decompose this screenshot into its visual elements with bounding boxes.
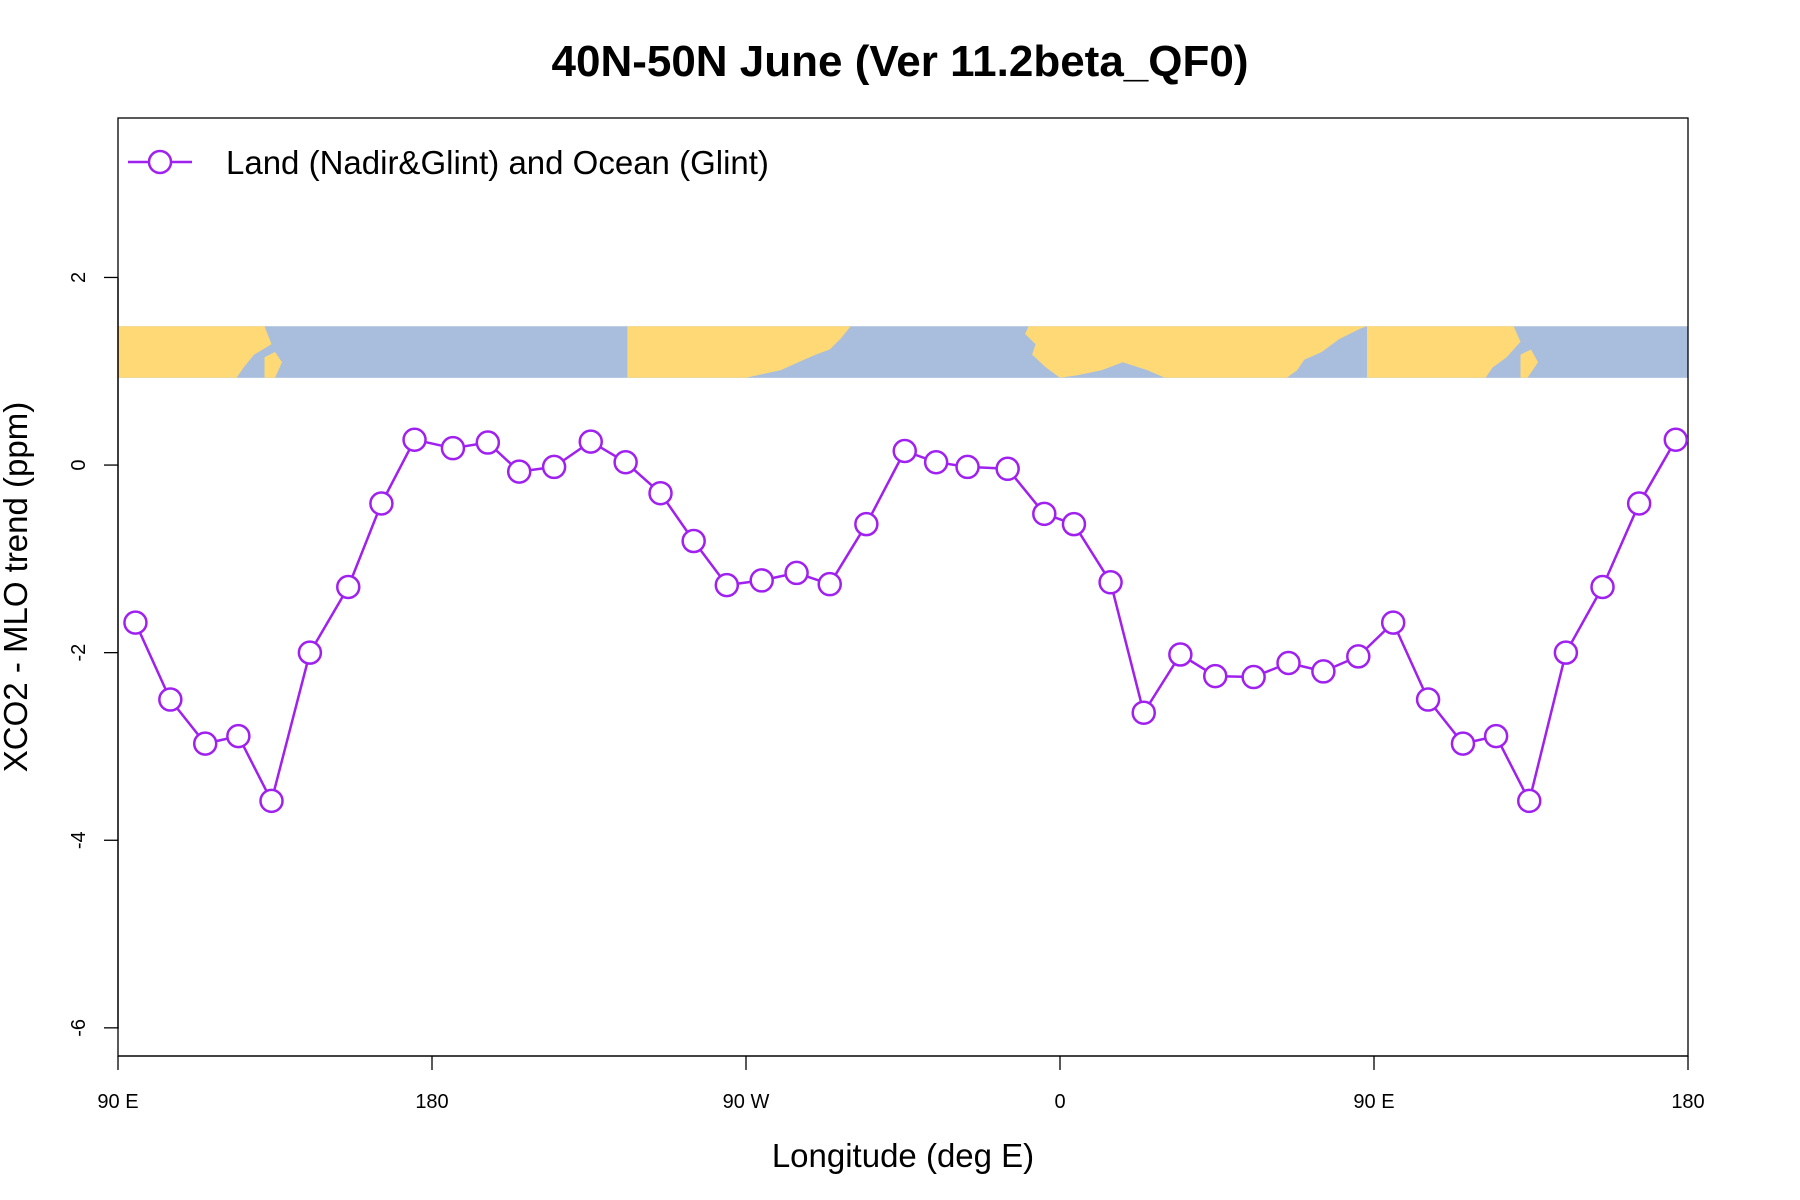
x-tick-label: 180 (1671, 1091, 1704, 1113)
y-tick-label: -6 (68, 1019, 90, 1037)
data-point (1483, 723, 1509, 749)
data-point (681, 528, 706, 554)
map-land-shape (1025, 326, 1367, 378)
legend: Land (Nadir&Glint) and Ocean (Glint) (128, 144, 769, 181)
chart-title: 40N-50N June (Ver 11.2beta_QF0) (552, 37, 1249, 86)
data-point (995, 456, 1020, 482)
map-band-land (118, 326, 1538, 378)
world-map-band (118, 326, 1688, 378)
map-land-shape (118, 326, 272, 378)
data-point (955, 454, 980, 480)
data-point (158, 687, 183, 712)
y-tick-label: -2 (68, 644, 90, 662)
x-tick-label: 90 E (97, 1091, 138, 1113)
legend-label: Land (Nadir&Glint) and Ocean (Glint) (226, 144, 769, 181)
map-land-shape (1367, 326, 1521, 378)
data-point (1380, 610, 1406, 635)
data-point (1663, 427, 1689, 452)
data-point (1590, 574, 1615, 600)
data-point (541, 454, 567, 480)
y-tick-label: -4 (68, 831, 90, 849)
data-point (297, 640, 323, 665)
data-point (892, 438, 917, 464)
data-point (1168, 642, 1193, 667)
data-point (259, 788, 284, 814)
x-axis: 90 E 180 90 W 0 90 E 180 (97, 1055, 1705, 1113)
data-point (402, 427, 427, 452)
data-point (226, 723, 251, 749)
data-point (613, 449, 638, 475)
data-point (506, 459, 532, 484)
data-point (1098, 570, 1123, 595)
data-point (714, 572, 740, 598)
data-point (817, 571, 842, 597)
y-tick-label: 2 (68, 272, 90, 283)
data-point (1553, 640, 1579, 665)
data-point (1276, 650, 1301, 676)
data-point (1346, 644, 1371, 669)
y-axis: 2 0 -2 -4 -6 (68, 272, 119, 1037)
y-axis-label: XCO2 - MLO trend (ppm) (0, 402, 34, 772)
data-point (369, 491, 394, 516)
series-layer (123, 427, 1689, 814)
legend-marker (147, 149, 173, 175)
data-point (1032, 501, 1057, 527)
data-point (1626, 491, 1652, 516)
data-point (1131, 700, 1156, 725)
data-point (1061, 511, 1087, 537)
data-point (1415, 687, 1441, 712)
data-point (923, 449, 949, 475)
map-land-shape (627, 326, 851, 378)
x-tick-label: 0 (1054, 1091, 1065, 1113)
map-land-shape (264, 352, 282, 378)
data-point (123, 610, 148, 635)
data-point (1203, 663, 1228, 689)
y-tick-label: 0 (68, 459, 90, 470)
data-point (784, 560, 809, 586)
series-line (134, 438, 1677, 803)
map-land-shape (1520, 349, 1538, 378)
data-point (192, 731, 218, 756)
data-point (1241, 664, 1266, 690)
data-point (475, 430, 501, 455)
data-point (440, 435, 466, 461)
data-point (336, 574, 361, 600)
x-tick-label: 90 E (1353, 1091, 1394, 1113)
data-point (648, 480, 673, 506)
data-point (854, 511, 879, 537)
data-point (1450, 731, 1476, 756)
x-tick-label: 90 W (723, 1091, 770, 1113)
x-tick-label: 180 (415, 1091, 448, 1113)
data-point (1311, 659, 1336, 684)
data-point (1517, 788, 1542, 814)
x-axis-label: Longitude (deg E) (772, 1137, 1034, 1174)
data-point (749, 568, 774, 593)
data-point (578, 429, 603, 454)
